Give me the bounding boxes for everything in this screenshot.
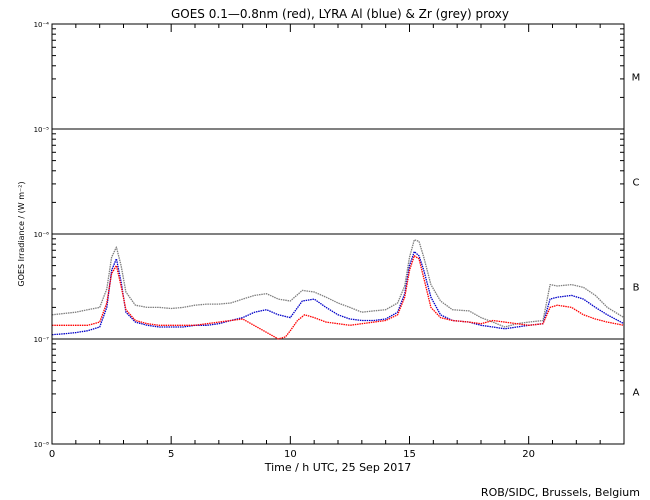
y-tick-label: 10⁻⁷ <box>34 336 50 344</box>
x-tick-label: 20 <box>522 449 535 460</box>
series-line-2 <box>52 255 625 340</box>
flare-class-lines <box>52 128 624 340</box>
flare-class-label: A <box>633 388 640 399</box>
x-axis-label: Time / h UTC, 25 Sep 2017 <box>264 461 412 474</box>
y-tick-label: 10⁻⁵ <box>34 126 50 134</box>
series-line-1 <box>51 250 625 336</box>
y-axis-label: GOES Irradiance / (W m⁻²) <box>17 181 26 286</box>
series-line-0 <box>51 239 625 328</box>
y-tick-label: 10⁻⁸ <box>34 441 50 449</box>
x-tick-label: 5 <box>168 449 174 460</box>
flare-class-label: B <box>633 283 640 294</box>
chart-title: GOES 0.1—0.8nm (red), LYRA Al (blue) & Z… <box>171 7 509 21</box>
x-tick-label: 15 <box>403 449 416 460</box>
x-tick-label: 0 <box>49 449 55 460</box>
axis-ticks: 10⁻⁸ 10⁻⁷ 10⁻⁶ 10⁻⁵ 10⁻⁴ 0 5 10 15 20 <box>34 21 625 460</box>
y-tick-label: 10⁻⁶ <box>34 231 50 239</box>
y-tick-label: 10⁻⁴ <box>34 21 50 29</box>
flare-class-labels: A B C M <box>632 73 641 399</box>
flare-class-label: M <box>632 73 641 84</box>
credit-text: ROB/SIDC, Brussels, Belgium <box>481 486 640 499</box>
series-layer <box>51 239 625 340</box>
x-tick-label: 10 <box>284 449 297 460</box>
flare-class-label: C <box>633 178 640 189</box>
